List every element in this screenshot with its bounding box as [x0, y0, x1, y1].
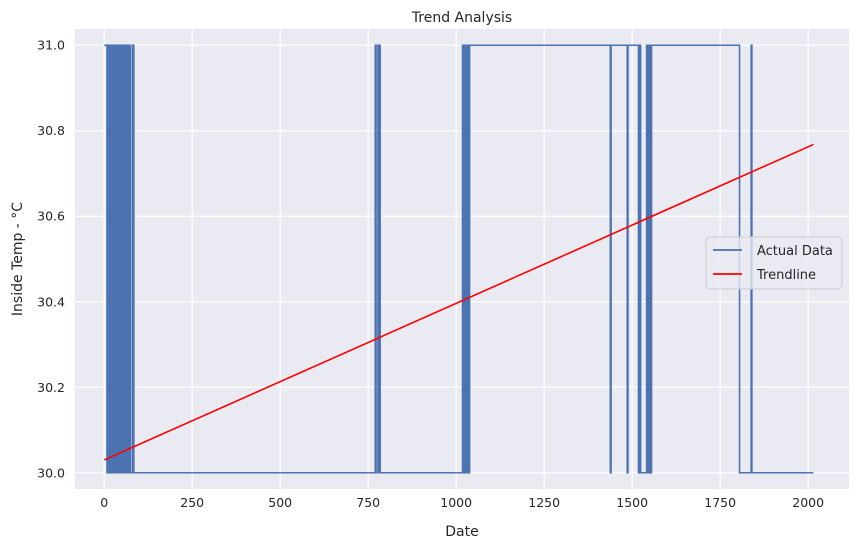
x-tick-label: 750: [356, 495, 380, 510]
x-tick-label: 2000: [792, 495, 824, 510]
x-axis-ticks: 0 250 500 750 1000 1250 1500 1750 2000: [100, 495, 824, 510]
x-tick-label: 1750: [704, 495, 736, 510]
y-tick-label: 30.0: [37, 465, 65, 480]
y-tick-label: 30.4: [37, 294, 65, 309]
x-tick-label: 1500: [616, 495, 648, 510]
y-axis-ticks: 30.0 30.2 30.4 30.6 30.8 31.0: [37, 38, 65, 481]
series-line-trendline: [103, 143, 814, 461]
x-tick-label: 250: [180, 495, 204, 510]
x-tick-label: 1250: [528, 495, 560, 510]
y-tick-label: 31.0: [37, 38, 65, 53]
legend-label-actual-data: Actual Data: [757, 244, 833, 259]
series-layer: [103, 44, 814, 474]
x-axis-title: Date: [445, 524, 478, 540]
legend: Actual Data Trendline: [705, 236, 843, 290]
series-line-actual-data: [104, 44, 814, 474]
y-tick-label: 30.8: [37, 123, 65, 138]
x-tick-label: 1000: [440, 495, 472, 510]
x-tick-label: 500: [268, 495, 292, 510]
y-tick-label: 30.6: [37, 209, 65, 224]
y-axis-title: Inside Temp - °C: [10, 202, 26, 316]
chart-title: Trend Analysis: [411, 10, 512, 26]
x-tick-label: 0: [100, 495, 108, 510]
y-tick-label: 30.2: [37, 380, 65, 395]
legend-label-trendline: Trendline: [756, 268, 816, 283]
